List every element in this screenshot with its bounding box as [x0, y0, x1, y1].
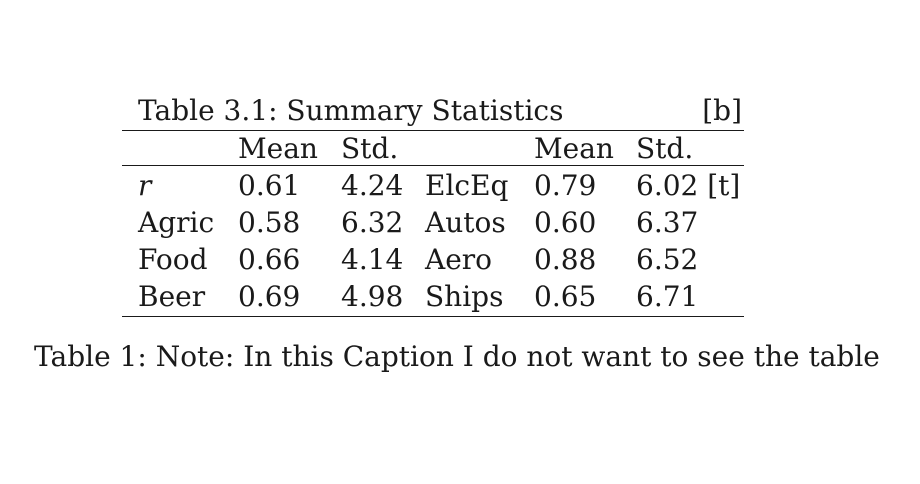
table-row: Agric 0.58 6.32 Autos 0.60 6.37 [122, 205, 744, 242]
row-label: Beer [138, 280, 206, 313]
cell-mean-2: 0.88 [534, 243, 597, 276]
cell-std-2: 6.71 [636, 280, 699, 313]
float-spec-bottom: [b] [702, 94, 742, 127]
cell-mean: 0.58 [238, 206, 301, 239]
header-std-2: Std. [636, 132, 694, 165]
mid-rule [122, 165, 744, 166]
table-caption: Table 1: Note: In this Caption I do not … [34, 340, 880, 373]
bottom-rule [122, 316, 744, 317]
cell-std: 4.98 [341, 280, 404, 313]
cell-std: 4.24 [341, 169, 404, 202]
row-label: Agric [138, 206, 215, 239]
header-mean-1: Mean [238, 132, 318, 165]
cell-mean: 0.61 [238, 169, 301, 202]
cell-std-2: 6.37 [636, 206, 699, 239]
row-label-2: ElcEq [425, 169, 509, 202]
table-row: Beer 0.69 4.98 Ships 0.65 6.71 [122, 279, 744, 316]
cell-mean-2: 0.65 [534, 280, 597, 313]
table-row: r 0.61 4.24 ElcEq 0.79 6.02 [t] [122, 168, 744, 205]
row-label: Food [138, 243, 208, 276]
cell-mean: 0.69 [238, 280, 301, 313]
cell-std-2: 6.52 [636, 243, 699, 276]
cell-mean-2: 0.79 [534, 169, 597, 202]
cell-std: 4.14 [341, 243, 404, 276]
top-rule [122, 130, 744, 131]
table-header-row: Mean Std. Mean Std. [122, 131, 744, 165]
summary-statistics-table: Table 3.1: Summary Statistics [b] Mean S… [122, 92, 744, 317]
row-label: r [138, 169, 152, 202]
cell-std-2: 6.02 [t] [636, 169, 741, 202]
cell-mean: 0.66 [238, 243, 301, 276]
cell-std: 6.32 [341, 206, 404, 239]
row-label-2: Aero [425, 243, 493, 276]
table-title-row: Table 3.1: Summary Statistics [b] [122, 92, 744, 130]
header-mean-2: Mean [534, 132, 614, 165]
cell-mean-2: 0.60 [534, 206, 597, 239]
table-row: Food 0.66 4.14 Aero 0.88 6.52 [122, 242, 744, 279]
table-title: Table 3.1: Summary Statistics [138, 94, 564, 127]
row-label-2: Ships [425, 280, 504, 313]
row-label-2: Autos [425, 206, 506, 239]
header-std-1: Std. [341, 132, 399, 165]
